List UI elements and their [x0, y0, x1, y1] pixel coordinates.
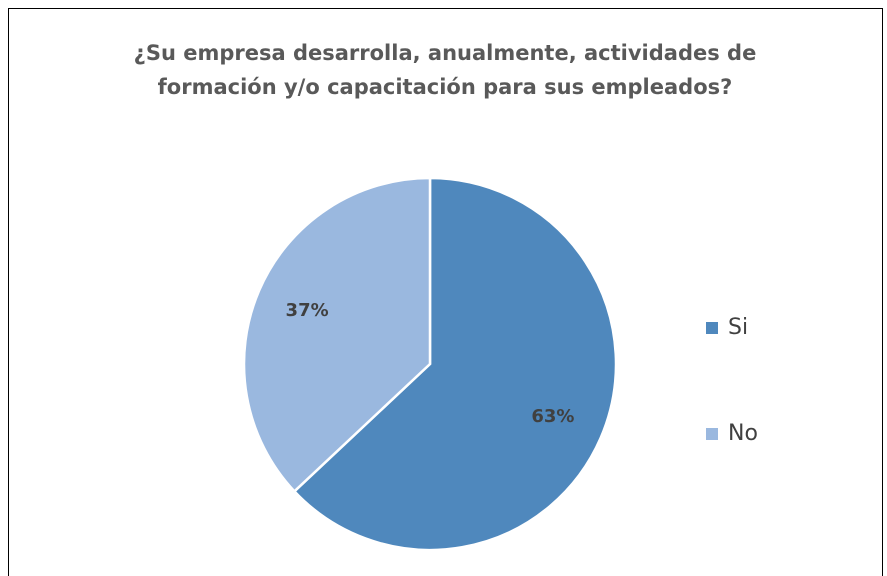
- pie-slice: [292, 176, 618, 552]
- chart-title: ¿Su empresa desarrolla, anualmente, acti…: [133, 41, 757, 99]
- data-label: 63%: [531, 406, 574, 427]
- pie-slice: [242, 176, 432, 494]
- chart-frame: [8, 8, 883, 576]
- data-label: 37%: [286, 300, 329, 321]
- legend-label: No: [728, 421, 758, 446]
- legend-swatch: [706, 322, 718, 334]
- legend-label: Si: [728, 315, 748, 340]
- legend-swatch: [706, 428, 718, 440]
